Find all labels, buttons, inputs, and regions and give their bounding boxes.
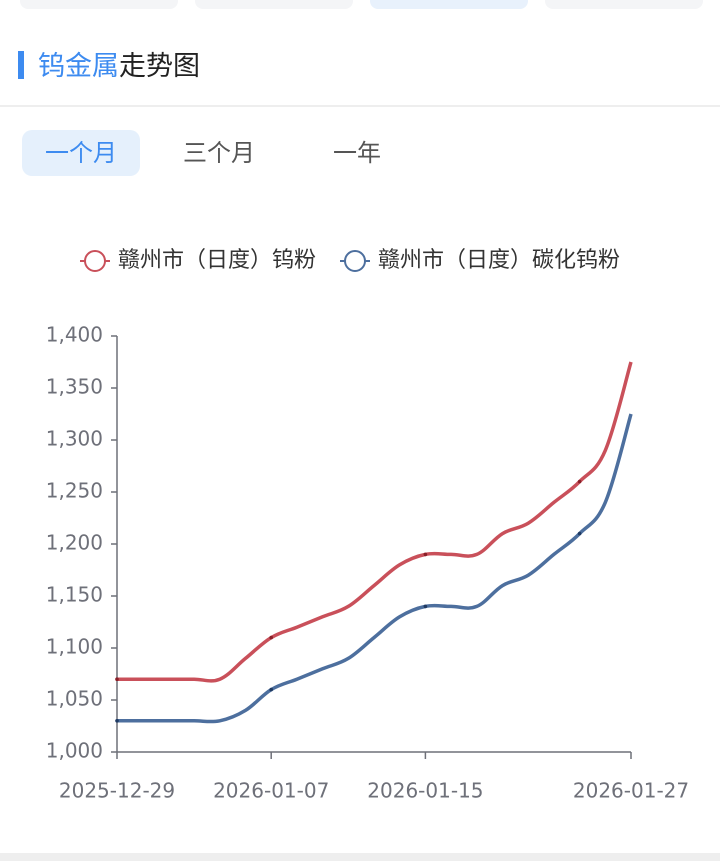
data-point (269, 635, 274, 640)
data-point (423, 552, 428, 557)
y-tick-label: 1,050 (46, 687, 103, 711)
top-tab[interactable] (20, 0, 178, 9)
footer-band (0, 853, 720, 861)
y-tick-label: 1,250 (46, 479, 103, 503)
section-title: 钨金属走势图 (18, 50, 200, 84)
top-tab[interactable] (370, 0, 528, 9)
y-tick-label: 1,150 (46, 583, 103, 607)
x-tick-label: 2025-12-29 (59, 779, 175, 803)
title-highlight: 钨金属 (38, 51, 119, 82)
data-point (115, 719, 119, 723)
x-tick-label: 2026-01-15 (367, 779, 483, 803)
x-tick-label: 2026-01-27 (573, 779, 689, 803)
y-tick-label: 1,350 (46, 375, 103, 399)
top-tab[interactable] (195, 0, 353, 9)
y-tick-label: 1,200 (46, 531, 103, 555)
legend-marker (344, 250, 366, 272)
data-point (577, 479, 582, 484)
y-tick-label: 1,300 (46, 427, 103, 451)
y-tick-label: 1,000 (46, 739, 103, 763)
period-tab[interactable]: 一年 (333, 139, 381, 167)
top-tab[interactable] (545, 0, 703, 9)
divider (0, 105, 720, 107)
series-line (116, 413, 633, 724)
period-tab[interactable]: 一个月 (22, 130, 140, 176)
x-tick-label: 2026-01-07 (213, 779, 329, 803)
legend-label: 赣州市（日度）碳化钨粉 (378, 248, 620, 273)
data-point (115, 677, 119, 681)
data-point (269, 687, 274, 692)
data-point (423, 604, 428, 609)
series-line (117, 361, 633, 683)
data-point (577, 531, 582, 536)
y-tick-label: 1,100 (46, 635, 103, 659)
y-tick-label: 1,400 (46, 323, 103, 347)
title-rest: 走势图 (119, 51, 200, 82)
legend-label: 赣州市（日度）钨粉 (118, 248, 316, 273)
period-tab[interactable]: 三个月 (183, 139, 255, 167)
legend-marker (84, 250, 106, 272)
title-bar (18, 51, 24, 79)
